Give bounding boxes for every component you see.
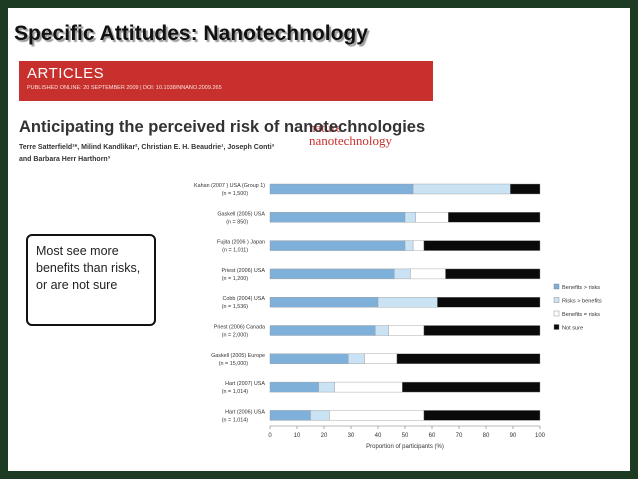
category-sample-size: (n = 15,000) [219,361,248,367]
category-label: Cobb (2004) USA [222,296,265,302]
x-tick-label: 50 [402,433,409,439]
category-sample-size: (n = 850) [226,219,248,225]
slide-title: Specific Attitudes: Nanotechnology [14,22,368,45]
x-tick-label: 40 [375,433,382,439]
x-tick-label: 100 [535,433,546,439]
x-axis-title: Proportion of participants (%) [366,444,444,450]
x-tick-label: 80 [483,433,490,439]
x-tick-label: 70 [456,433,463,439]
category-label: Gaskell (2005) USA [217,211,265,217]
x-tick-label: 20 [321,433,328,439]
category-label: Priest (2006) USA [222,268,266,274]
bar-segment [394,268,411,280]
bar-segment [412,240,425,251]
bar-segment [269,212,406,223]
category-label: Priest (2006) Canada [214,325,265,331]
category-label: Fujita (2006 ) Japan [217,240,265,246]
legend-swatch [553,310,560,317]
bar-segment [410,268,446,280]
category-label: Hart (2007) USA [225,381,265,387]
paper-title: Anticipating the perceived risk of nanot… [19,118,426,136]
category-sample-size: (n = 1,014) [222,417,248,423]
category-sample-size: (n = 1,014) [222,389,248,395]
bar-segment [269,381,319,393]
x-tick-label: 30 [348,433,355,439]
legend-entry: Risks > benefits [562,299,602,305]
bar-segment [269,325,376,336]
category-label: Gaskell (2005) Europe [211,353,265,359]
bar-segment [412,183,511,195]
section-label: ARTICLES [27,65,105,82]
legend-entry: Benefits = risks [562,312,600,318]
bar-segment [423,410,541,421]
category-sample-size: (n = 1,500) [222,191,248,197]
bar-segment [269,240,406,251]
bar-segment [448,212,541,223]
journal-name-line2: nanotechnology [309,133,393,148]
bar-segment [364,353,398,364]
legend-swatch [553,324,560,330]
bar-segment [510,183,541,195]
category-label: Hart (2006) USA [225,409,265,415]
bar-segment [318,381,336,393]
author-list-line2: and Barbara Herr Harthorn³ [19,156,111,163]
bar-segment [423,325,541,336]
bar-segment [269,268,395,280]
x-tick-label: 90 [510,433,517,439]
bar-segment [348,353,365,364]
author-list-line1: Terre Satterfield¹*, Milind Kandlikar², … [19,144,275,151]
bar-segment [310,410,330,421]
legend-entry: Not sure [562,326,583,332]
bar-segment [329,410,425,421]
slide: Specific Attitudes: Nanotechnology ARTIC… [8,8,630,471]
x-tick-label: 10 [294,433,301,439]
bar-segment [404,240,414,251]
x-tick-label: 0 [268,433,272,439]
bar-segment [445,268,541,280]
bar-segment [269,183,414,195]
article-header-band: ARTICLES PUBLISHED ONLINE: 20 SEPTEMBER … [19,61,433,152]
category-sample-size: (n = 2,000) [222,333,248,339]
bar-segment [334,381,403,393]
bar-segment [375,325,389,336]
journal-logo: nature nanotechnology [303,117,417,152]
bar-segment [415,212,449,223]
legend-swatch [553,283,560,290]
category-label: Kahan (2007 ) USA (Group 1) [194,183,265,189]
bar-segment [377,297,438,308]
bar-segment [402,381,541,393]
callout-box: Most see more benefits than risks, or ar… [26,234,156,326]
publication-info: PUBLISHED ONLINE: 20 SEPTEMBER 2009 | DO… [27,85,222,91]
bar-segment [396,353,541,364]
bar-segment [423,240,541,251]
bar-segment [269,353,349,364]
legend-entry: Benefits > risks [562,285,600,291]
category-sample-size: (n = 1,011) [222,248,248,254]
category-sample-size: (n = 1,200) [222,276,248,282]
stacked-bar-chart: Kahan (2007 ) USA (Group 1) (n = 1,500) Ga… [194,183,602,450]
category-sample-size: (n = 1,536) [222,304,248,310]
bar-segment [388,325,425,336]
x-tick-label: 60 [429,433,436,439]
bar-segment [269,297,379,308]
journal-name-line1: nature [309,120,342,135]
legend-swatch [553,297,560,303]
bar-segment [404,212,417,223]
bar-segment [437,297,541,308]
bar-segment [269,410,311,421]
